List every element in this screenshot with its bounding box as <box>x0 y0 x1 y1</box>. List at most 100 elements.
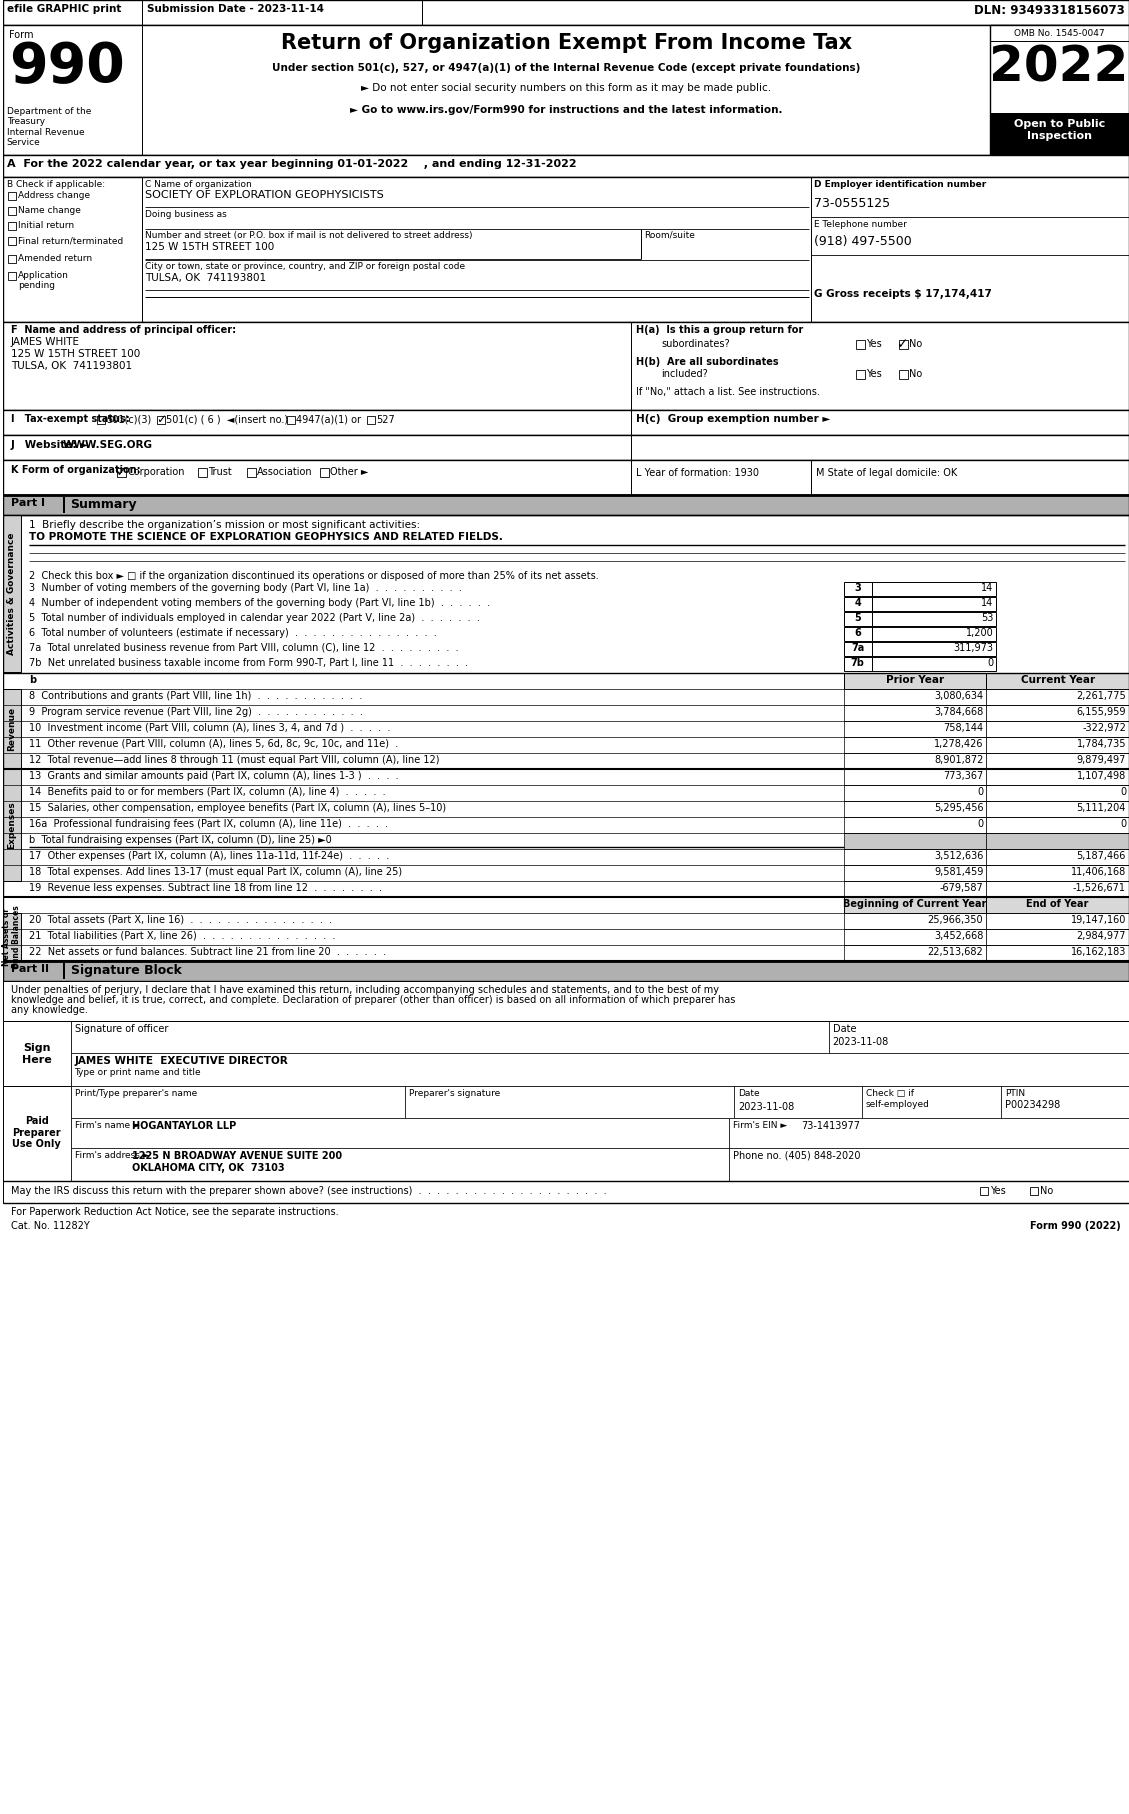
Text: self-employed: self-employed <box>866 1099 929 1108</box>
Text: Number and street (or P.O. box if mail is not delivered to street address): Number and street (or P.O. box if mail i… <box>146 230 473 239</box>
Text: Current Year: Current Year <box>1021 675 1095 686</box>
Text: 5,187,466: 5,187,466 <box>1077 851 1126 862</box>
Text: D Employer identification number: D Employer identification number <box>814 180 986 189</box>
Text: I   Tax-exempt status:: I Tax-exempt status: <box>10 414 130 424</box>
Bar <box>990 25 1129 154</box>
Bar <box>843 912 987 929</box>
Text: Check □ if: Check □ if <box>866 1088 913 1097</box>
Bar <box>843 769 987 785</box>
Bar <box>2 689 20 769</box>
Text: P00234298: P00234298 <box>1005 1099 1060 1110</box>
Bar <box>987 865 1129 882</box>
Text: Signature of officer: Signature of officer <box>75 1023 168 1034</box>
Text: Department of the
Treasury
Internal Revenue
Service: Department of the Treasury Internal Reve… <box>7 107 91 147</box>
Bar <box>2 0 1129 25</box>
Bar <box>843 706 987 720</box>
Text: 9,879,497: 9,879,497 <box>1077 755 1126 766</box>
Bar <box>8 207 16 216</box>
Text: 2023-11-08: 2023-11-08 <box>833 1038 889 1047</box>
Bar <box>987 673 1129 689</box>
Text: Part I: Part I <box>10 499 45 508</box>
Text: 4947(a)(1) or: 4947(a)(1) or <box>296 415 361 424</box>
Text: 2  Check this box ► □ if the organization discontinued its operations or dispose: 2 Check this box ► □ if the organization… <box>28 571 598 580</box>
Text: 13  Grants and similar amounts paid (Part IX, column (A), lines 1-3 )  .  .  .  : 13 Grants and similar amounts paid (Part… <box>28 771 399 782</box>
Bar <box>8 272 16 279</box>
Text: No: No <box>1040 1186 1053 1195</box>
Text: efile GRAPHIC print: efile GRAPHIC print <box>7 4 121 15</box>
Bar <box>2 1087 1129 1181</box>
Text: If "No," attach a list. See instructions.: If "No," attach a list. See instructions… <box>637 386 820 397</box>
Text: 5: 5 <box>855 613 861 622</box>
Text: 53: 53 <box>981 613 994 622</box>
Text: ✓: ✓ <box>156 414 166 426</box>
Text: 5,111,204: 5,111,204 <box>1077 804 1126 813</box>
Text: Room/suite: Room/suite <box>645 230 695 239</box>
Text: L Year of formation: 1930: L Year of formation: 1930 <box>637 468 759 479</box>
Bar <box>2 769 20 882</box>
Bar <box>2 461 1129 495</box>
Bar <box>843 720 987 736</box>
Bar <box>729 1148 1129 1181</box>
Bar <box>2 912 20 961</box>
Bar <box>987 706 1129 720</box>
Bar <box>843 785 987 802</box>
Text: 14  Benefits paid to or for members (Part IX, column (A), line 4)  .  .  .  .  .: 14 Benefits paid to or for members (Part… <box>28 787 385 796</box>
Text: Activities & Governance: Activities & Governance <box>7 532 16 655</box>
Text: JAMES WHITE: JAMES WHITE <box>10 337 80 346</box>
Text: TO PROMOTE THE SCIENCE OF EXPLORATION GEOPHYSICS AND RELATED FIELDS.: TO PROMOTE THE SCIENCE OF EXPLORATION GE… <box>28 532 502 542</box>
Text: Firm's address ►: Firm's address ► <box>75 1152 149 1159</box>
Bar <box>843 929 987 945</box>
Bar <box>70 1117 729 1148</box>
Bar <box>405 1087 734 1117</box>
Bar <box>843 642 872 657</box>
Text: 3  Number of voting members of the governing body (Part VI, line 1a)  .  .  .  .: 3 Number of voting members of the govern… <box>28 582 462 593</box>
Bar <box>899 370 908 379</box>
Text: PTIN: PTIN <box>1005 1088 1025 1097</box>
Text: 3,452,668: 3,452,668 <box>934 931 983 941</box>
Bar <box>2 1021 70 1087</box>
Text: Form: Form <box>9 31 33 40</box>
Text: HOGANTAYLOR LLP: HOGANTAYLOR LLP <box>132 1121 237 1130</box>
Text: Net Assets or
Fund Balances: Net Assets or Fund Balances <box>2 905 21 969</box>
Text: Beginning of Current Year: Beginning of Current Year <box>843 900 987 909</box>
Text: 5  Total number of individuals employed in calendar year 2022 (Part V, line 2a) : 5 Total number of individuals employed i… <box>28 613 480 622</box>
Text: 2023-11-08: 2023-11-08 <box>738 1101 794 1112</box>
Text: For Paperwork Reduction Act Notice, see the separate instructions.: For Paperwork Reduction Act Notice, see … <box>10 1206 339 1217</box>
Text: 9,581,459: 9,581,459 <box>934 867 983 876</box>
Bar <box>843 849 987 865</box>
Text: Yes: Yes <box>866 368 882 379</box>
Text: Open to Public
Inspection: Open to Public Inspection <box>1014 120 1105 141</box>
Bar <box>1031 1186 1039 1195</box>
Text: 1,278,426: 1,278,426 <box>934 738 983 749</box>
Bar <box>2 515 20 671</box>
Text: 11,406,168: 11,406,168 <box>1070 867 1126 876</box>
Bar <box>987 882 1129 896</box>
Text: ✓: ✓ <box>898 337 909 352</box>
Text: 0: 0 <box>1120 787 1126 796</box>
Text: A  For the 2022 calendar year, or tax year beginning 01-01-2022    , and ending : A For the 2022 calendar year, or tax yea… <box>7 160 576 169</box>
Text: 3: 3 <box>855 582 861 593</box>
Text: any knowledge.: any knowledge. <box>10 1005 88 1016</box>
Text: 4  Number of independent voting members of the governing body (Part VI, line 1b): 4 Number of independent voting members o… <box>28 599 490 608</box>
Text: Other ►: Other ► <box>330 466 368 477</box>
Text: No: No <box>909 339 921 348</box>
Text: JAMES WHITE  EXECUTIVE DIRECTOR: JAMES WHITE EXECUTIVE DIRECTOR <box>75 1056 288 1067</box>
Text: 0: 0 <box>978 787 983 796</box>
Bar <box>987 912 1129 929</box>
Bar <box>843 582 872 597</box>
Bar <box>987 769 1129 785</box>
Bar <box>8 238 16 245</box>
Bar <box>8 192 16 200</box>
Bar <box>843 802 987 816</box>
Text: B Check if applicable:: B Check if applicable: <box>7 180 105 189</box>
Text: Preparer's signature: Preparer's signature <box>409 1088 500 1097</box>
Text: included?: included? <box>662 368 708 379</box>
Text: 3,080,634: 3,080,634 <box>934 691 983 700</box>
Text: F  Name and address of principal officer:: F Name and address of principal officer: <box>10 325 236 336</box>
Bar <box>987 689 1129 706</box>
Bar <box>8 256 16 263</box>
Bar <box>987 802 1129 816</box>
Bar <box>367 415 375 424</box>
Bar <box>843 896 987 912</box>
Text: 773,367: 773,367 <box>943 771 983 782</box>
